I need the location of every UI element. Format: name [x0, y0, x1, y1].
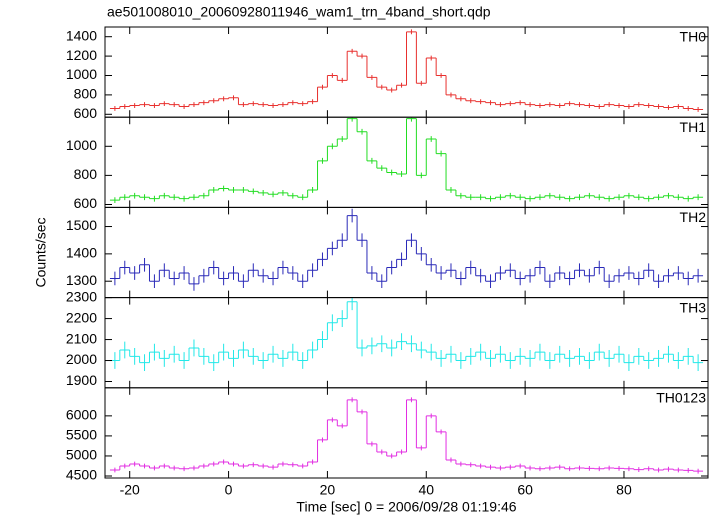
- panel: [109, 117, 704, 204]
- panel: [109, 297, 704, 372]
- x-tick-label: 0: [225, 482, 233, 498]
- x-axis-label: Time [sec] 0 = 2006/09/28 01:19:46: [296, 499, 516, 515]
- y-tick-label: 600: [74, 195, 98, 211]
- y-tick-label: 5000: [66, 447, 97, 463]
- y-tick-label: 1200: [66, 47, 97, 63]
- panel-label: TH0: [680, 29, 707, 45]
- x-tick-label: 60: [517, 482, 533, 498]
- x-tick-label: 80: [616, 482, 632, 498]
- y-tick-label: 1300: [66, 272, 97, 288]
- panel-label: TH2: [680, 209, 707, 225]
- y-tick-label: 6000: [66, 407, 97, 423]
- x-tick-label: 40: [418, 482, 434, 498]
- y-tick-label: 5500: [66, 427, 97, 443]
- y-tick-label: 2000: [66, 351, 97, 367]
- y-tick-label: 1500: [66, 217, 97, 233]
- panel-label: TH3: [680, 299, 707, 315]
- x-tick-label: 20: [320, 482, 336, 498]
- y-tick-label: 2100: [66, 330, 97, 346]
- y-tick-label: 1000: [66, 137, 97, 153]
- panel-frame: [104, 387, 709, 479]
- y-tick-label: 800: [74, 86, 98, 102]
- panel: [109, 208, 704, 291]
- x-tick-label: -20: [120, 482, 140, 498]
- panel-label: TH0123: [656, 390, 706, 406]
- y-tick-label: 4500: [66, 467, 97, 483]
- panel: [109, 397, 704, 474]
- y-tick-label: 2300: [66, 288, 97, 304]
- chart-title: ae501008010_20060928011946_wam1_trn_4ban…: [107, 4, 491, 20]
- panel-label: TH1: [680, 119, 707, 135]
- y-tick-label: 1000: [66, 66, 97, 82]
- y-tick-label: 1900: [66, 372, 97, 388]
- y-tick-label: 800: [74, 166, 98, 182]
- y-tick-label: 1400: [66, 27, 97, 43]
- y-tick-label: 600: [74, 105, 98, 121]
- y-tick-label: 2200: [66, 309, 97, 325]
- y-tick-label: 1400: [66, 245, 97, 261]
- y-axis-label: Counts/sec: [33, 217, 49, 287]
- panel: [109, 29, 704, 112]
